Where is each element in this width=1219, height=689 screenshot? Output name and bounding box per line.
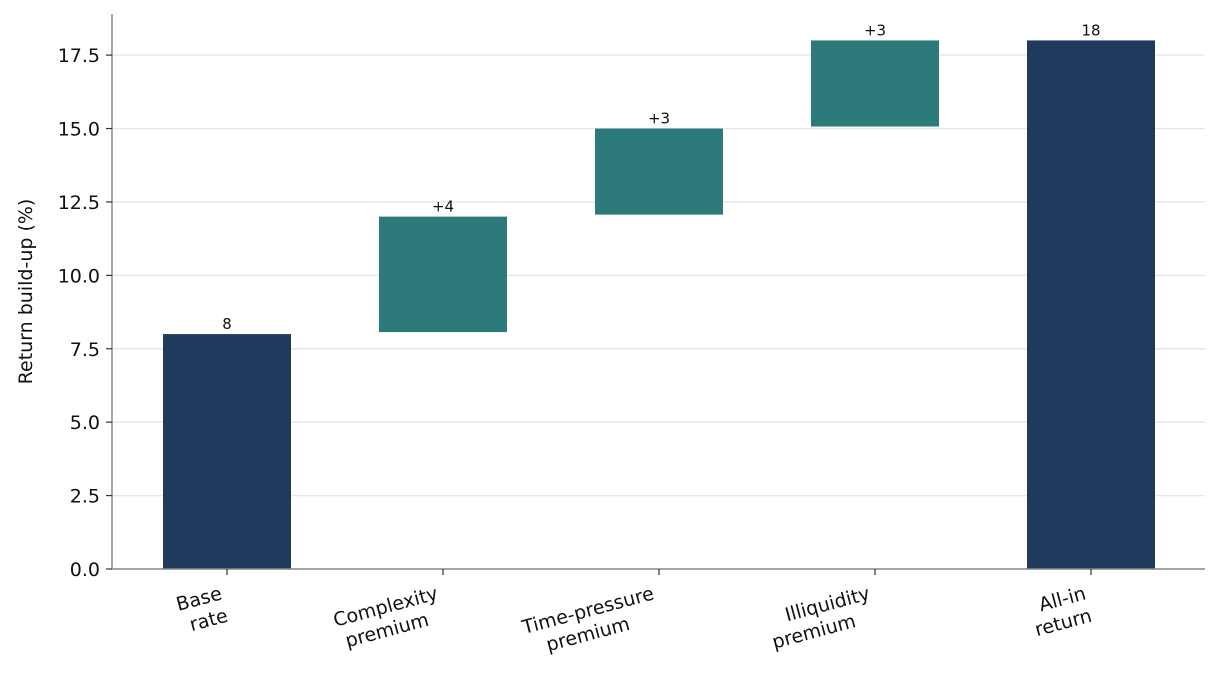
y-tick-label: 2.5 bbox=[70, 486, 100, 508]
bar-1 bbox=[379, 216, 507, 333]
y-ticks: 0.0 2.5 5.0 7.5 10.0 12.5 15.0 17.5 bbox=[58, 45, 112, 581]
y-tick-label: 0.0 bbox=[70, 559, 100, 581]
x-tick-label: Baserate bbox=[174, 583, 230, 638]
y-tick-label: 17.5 bbox=[58, 45, 100, 67]
bar-3 bbox=[811, 40, 939, 127]
y-tick-label: 12.5 bbox=[58, 192, 100, 214]
bar-4 bbox=[1027, 40, 1155, 569]
x-tick-label: Illiquiditypremium bbox=[764, 583, 878, 654]
x-ticks: Baserate Complexitypremium Time-pressurepr… bbox=[174, 569, 1094, 662]
data-labels: 8 +4 +3 +3 18 bbox=[222, 21, 1100, 333]
x-tick-label: All-inreturn bbox=[1026, 583, 1094, 642]
data-label: 18 bbox=[1081, 21, 1100, 39]
data-label: +4 bbox=[432, 198, 454, 216]
bar-2 bbox=[595, 128, 723, 215]
data-label: +3 bbox=[864, 21, 886, 39]
y-tick-label: 10.0 bbox=[58, 265, 100, 287]
y-tick-label: 7.5 bbox=[70, 339, 100, 361]
data-label: 8 bbox=[222, 315, 232, 333]
bars bbox=[163, 40, 1155, 569]
x-tick-label: Time-pressurepremium bbox=[519, 583, 662, 662]
y-axis-title: Return build-up (%) bbox=[15, 199, 37, 385]
bar-0 bbox=[163, 334, 291, 569]
y-tick-label: 15.0 bbox=[58, 119, 100, 141]
x-tick-label: Complexitypremium bbox=[331, 583, 446, 654]
data-label: +3 bbox=[648, 110, 670, 128]
y-tick-label: 5.0 bbox=[70, 412, 100, 434]
